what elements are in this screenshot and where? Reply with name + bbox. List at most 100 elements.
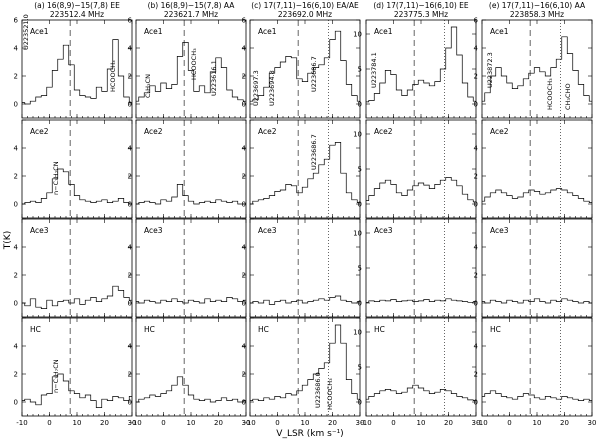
- column-title-c: (c) 17(7,11)−16(6,10) EA/AE: [251, 1, 359, 10]
- y-tick-label: 2: [474, 272, 478, 280]
- line-id-label: U223686.0: [314, 372, 322, 408]
- y-tick-label: 2: [474, 371, 478, 379]
- line-id-label: U223694.8: [268, 70, 276, 106]
- y-tick-label: 0: [14, 300, 18, 308]
- source-label: Ace2: [30, 127, 49, 136]
- line-id-label: CH₃CHO: [564, 83, 572, 110]
- y-tick-label: 0: [474, 201, 478, 209]
- spectrum-trace: [250, 30, 360, 102]
- column-frequency-e: 223858.3 MHz: [510, 10, 564, 19]
- y-tick-label: 2: [14, 173, 18, 181]
- y-tick-label: 6: [14, 17, 19, 25]
- source-label: HC: [30, 325, 41, 334]
- x-tick-label: -10: [130, 419, 141, 427]
- column-frequency-b: 223621.7 MHz: [164, 10, 218, 19]
- x-tick-label: 20: [444, 419, 453, 427]
- line-id-label: n−C₃H₇CN: [52, 359, 60, 393]
- y-tick-label: 10: [353, 230, 362, 238]
- source-label: Ace1: [374, 27, 393, 36]
- panel-b-ace1: 0 2 4 6 Ace1: [128, 17, 247, 119]
- y-tick-label: 2: [242, 272, 246, 280]
- y-tick-label: 4: [14, 45, 19, 53]
- y-tick-label: 4: [14, 343, 19, 351]
- y-tick-label: 6: [242, 17, 247, 25]
- source-label: HC: [258, 325, 269, 334]
- panel-d-ace3: 0 5 10 Ace3: [353, 218, 477, 318]
- y-tick-label: 2: [242, 173, 246, 181]
- x-tick-label: 10: [73, 419, 82, 427]
- y-tick-label: 4: [128, 45, 133, 53]
- y-tick-label: 4: [242, 343, 247, 351]
- line-id-label: HCOOCH₃: [109, 60, 117, 92]
- y-tick-label: 0: [14, 201, 18, 209]
- y-tick-label: 10: [353, 131, 362, 139]
- x-tick-label: 10: [187, 419, 196, 427]
- source-label: HC: [490, 325, 501, 334]
- y-tick-label: 5: [358, 364, 362, 372]
- y-tick-label: 0: [358, 399, 362, 407]
- y-tick-label: 2: [14, 272, 18, 280]
- y-tick-label: 5: [358, 66, 362, 74]
- y-tick-label: 6: [128, 17, 133, 25]
- column-title-e: (e) 17(7,11)−16(6,10) AA: [489, 1, 586, 10]
- source-label: Ace2: [258, 127, 277, 136]
- y-tick-label: 0: [128, 201, 132, 209]
- y-tick-label: 6: [474, 17, 479, 25]
- x-tick-label: 30: [356, 419, 365, 427]
- spectrum-trace: [136, 376, 246, 403]
- source-label: Ace3: [258, 226, 277, 235]
- y-tick-label: 4: [474, 343, 479, 351]
- y-tick-label: 10: [353, 31, 362, 39]
- y-tick-label: 0: [358, 201, 362, 209]
- x-tick-label: 20: [560, 419, 569, 427]
- source-label: Ace1: [30, 27, 49, 36]
- source-label: Ace1: [258, 27, 277, 36]
- panel-b-ace2: 0 2 4 Ace2: [128, 119, 247, 219]
- line-id-label: HCOOCH₃: [326, 378, 334, 410]
- x-tick-label: 20: [328, 419, 337, 427]
- spectrum-trace: [250, 324, 360, 401]
- x-tick-label: 30: [242, 419, 251, 427]
- spectrum-trace: [482, 36, 592, 102]
- spectrum-trace: [22, 168, 132, 205]
- y-tick-label: 4: [128, 343, 133, 351]
- line-id-label: U223521.0: [22, 14, 30, 50]
- x-tick-label: 20: [214, 419, 223, 427]
- spectrum-trace: [136, 42, 246, 102]
- y-tick-label: 5: [358, 166, 362, 174]
- spectrum-trace: [366, 26, 476, 103]
- spectrum-trace: [250, 295, 360, 305]
- y-tick-label: 0: [128, 101, 132, 109]
- x-tick-label: 20: [100, 419, 109, 427]
- line-id-label: U223616.1: [210, 60, 218, 96]
- source-label: HC: [144, 325, 155, 334]
- spectrum-trace: [250, 142, 360, 205]
- x-tick-label: 0: [275, 419, 279, 427]
- panel-a-ace2: 0 2 4 Ace2: [14, 119, 133, 219]
- source-label: HC: [374, 325, 385, 334]
- y-tick-label: 2: [128, 371, 132, 379]
- column-title-b: (b) 16(8,9)−15(7,8) AA: [148, 1, 236, 10]
- y-tick-label: 0: [474, 300, 478, 308]
- y-tick-label: 2: [474, 73, 478, 81]
- column-frequency-c: 223692.0 MHz: [278, 10, 332, 19]
- y-tick-label: 0: [14, 399, 18, 407]
- y-tick-label: 4: [474, 244, 479, 252]
- x-tick-label: -10: [476, 419, 487, 427]
- x-tick-label: 0: [507, 419, 511, 427]
- line-id-label: HCOOCH₃: [546, 78, 554, 110]
- panel-c-ace1: 0 2 4 6 Ace1: [242, 17, 361, 119]
- source-label: Ace2: [490, 127, 509, 136]
- x-tick-label: 0: [391, 419, 395, 427]
- x-tick-label: 10: [301, 419, 310, 427]
- y-tick-label: 2: [128, 73, 132, 81]
- x-tick-label: 30: [128, 419, 137, 427]
- spectrum-trace: [366, 177, 476, 203]
- y-tick-label: 0: [358, 300, 362, 308]
- panel-c-ace3: 0 2 4 Ace3: [242, 218, 361, 318]
- column-frequency-d: 223775.3 MHz: [394, 10, 448, 19]
- source-label: Ace2: [374, 127, 393, 136]
